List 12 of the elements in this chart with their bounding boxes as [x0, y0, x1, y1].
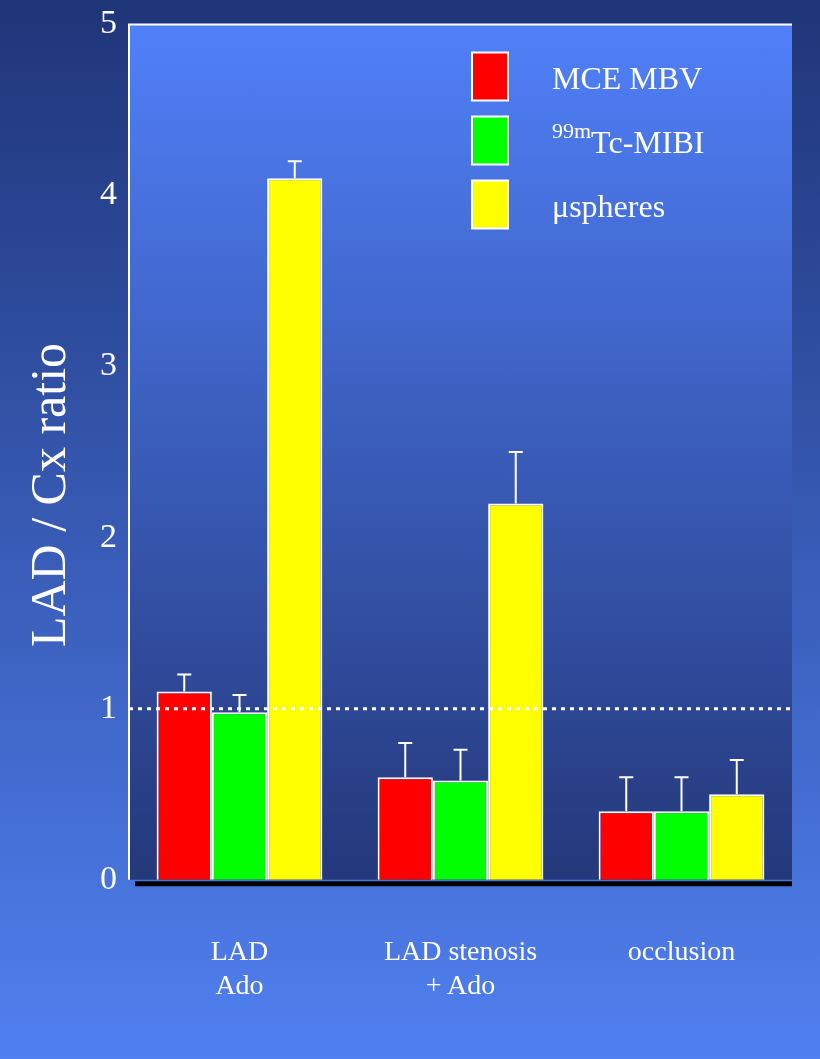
- legend-label: μspheres: [552, 187, 666, 224]
- x-tick-label: occlusion: [627, 934, 736, 966]
- legend-label: MCE MBV: [552, 59, 703, 96]
- x-tick-label: LAD stenosis + Ado: [383, 934, 538, 1000]
- y-tick-label: 5: [100, 3, 117, 41]
- y-tick-label: 3: [100, 345, 117, 383]
- y-axis-title: LAD / Cx ratio: [19, 342, 77, 648]
- x-tick-label: LAD Ado: [210, 934, 269, 1000]
- y-tick-label: 2: [100, 516, 117, 554]
- y-tick-label: 0: [100, 858, 117, 896]
- y-tick-label: 4: [100, 174, 117, 212]
- y-tick-label: 1: [100, 687, 117, 725]
